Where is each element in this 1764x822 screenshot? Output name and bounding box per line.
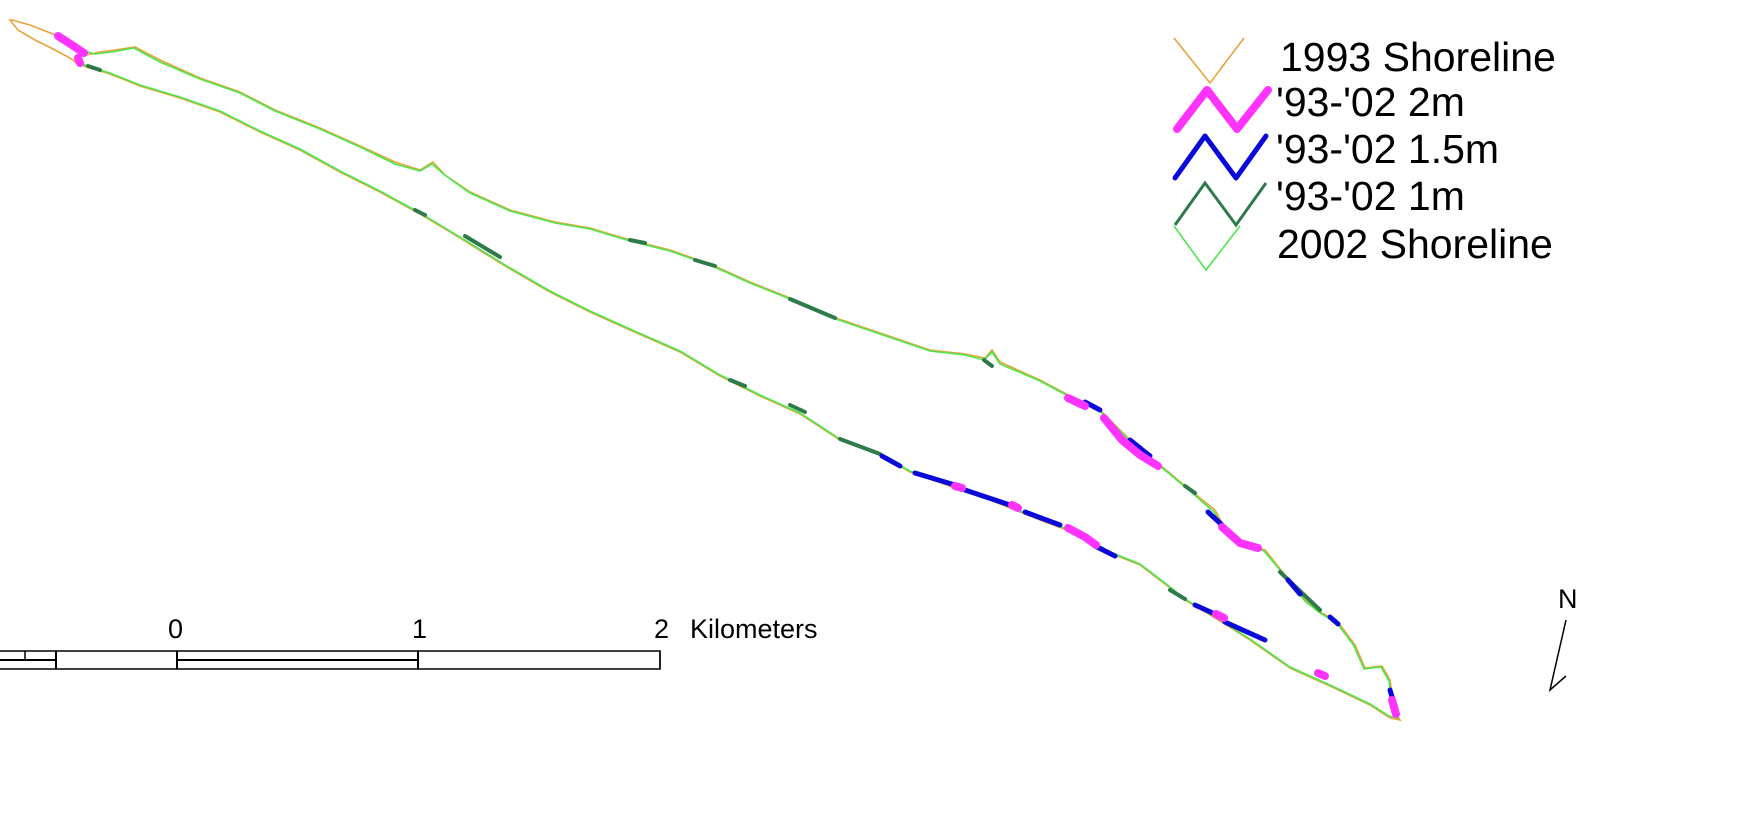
change-2m-segment [1218,523,1262,552]
scale-tick-label: 2 [654,614,669,644]
change-2m-segments [54,32,1400,718]
change-2m-segment [54,32,88,57]
change-1-5m-segment [962,487,1013,508]
legend-item-1m: '93-'02 1m [1173,173,1465,228]
legend-item-1-5m: '93-'02 1.5m [1172,126,1499,181]
change-2m-segment [1064,524,1100,549]
change-1m-segment [463,234,502,259]
change-1m-segment [838,437,882,456]
change-1-5m-segment [1205,509,1225,528]
legend-label: '93-'02 1.5m [1276,126,1499,172]
scale-unit-label: Kilometers [690,614,818,644]
north-arrow: N [1548,584,1578,693]
legend-label: '93-'02 2m [1276,79,1465,125]
north-arrow-icon [1548,619,1567,693]
change-2m-segment [1212,610,1228,622]
change-1m-segment [86,64,102,72]
legend-label: 2002 Shoreline [1277,221,1553,267]
scale-tick-label: 1 [412,614,427,644]
change-2m-segment [1314,669,1329,680]
change-2m-segment [1064,394,1089,410]
change-1m-segment [413,208,427,217]
legend-item-2m: '93-'02 2m [1173,79,1465,133]
change-1-5m-segment [1022,509,1063,528]
change-1-5m-segment [1127,437,1153,459]
change-1-5m-segment [1285,577,1303,597]
change-1-5m-segment [1327,614,1341,627]
change-1-5m-segment [1192,602,1218,617]
change-2m-segment [1388,696,1400,718]
legend: 1993 Shoreline '93-'02 2m '93-'02 1.5m '… [1172,34,1556,272]
change-1m-segment [982,358,994,368]
scale-bar: 0 1 2 Kilometers [0,614,818,670]
change-1m-segment [628,238,647,245]
change-1-5m-segment [912,470,958,488]
change-1m-segment [788,403,807,414]
zigzag-line-icon [1173,37,1245,85]
change-1m-segment [1183,484,1197,495]
zigzag-line-icon [1173,225,1241,272]
change-1-5m-segment [1222,619,1268,643]
change-1m-segments [86,64,1322,612]
change-2m-segment [1008,501,1022,512]
change-1m-segment [728,378,747,388]
change-1m-segment [693,258,717,268]
legend-label: 1993 Shoreline [1280,34,1556,80]
change-2m-segment [74,54,84,67]
zigzag-line-icon [1173,180,1268,228]
zigzag-line-icon [1172,133,1269,181]
legend-label: '93-'02 1m [1276,173,1465,219]
zigzag-line-icon [1173,86,1272,133]
change-1m-segment [788,297,837,320]
change-1m-segment [1168,588,1187,601]
change-2m-segment [1100,414,1162,470]
north-arrow-label: N [1558,584,1578,614]
change-1-5m-segments [879,399,1396,703]
scale-tick-label: 0 [168,614,183,644]
legend-item-2002-shoreline: 2002 Shoreline [1173,221,1553,272]
legend-item-1993-shoreline: 1993 Shoreline [1173,34,1556,85]
change-1-5m-segment [879,453,903,469]
change-2m-segment [951,482,966,492]
